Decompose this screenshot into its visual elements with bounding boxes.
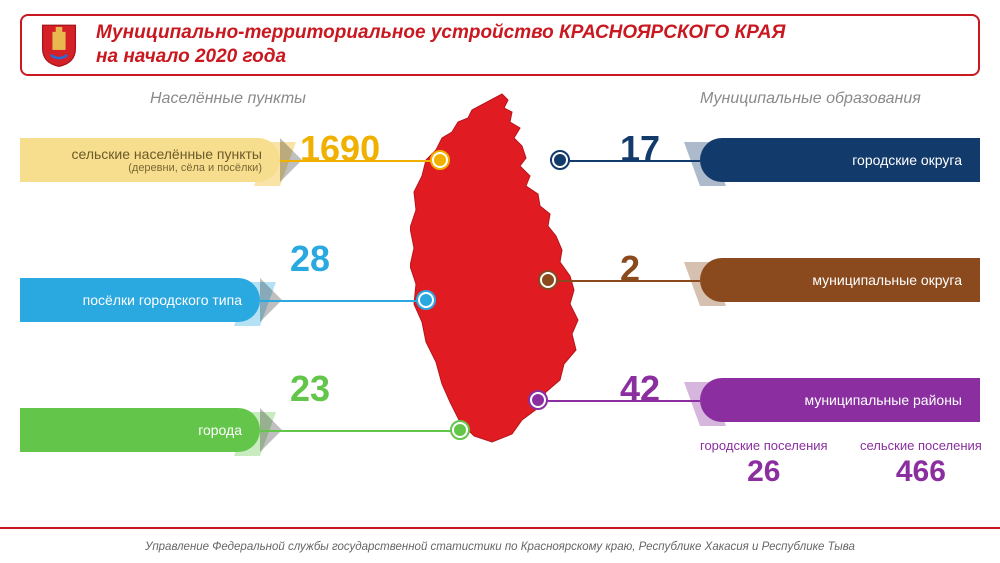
title-line1: Муниципально-территориальное устройство … bbox=[96, 22, 785, 43]
coat-of-arms-icon bbox=[36, 22, 82, 68]
connector-dot-inner bbox=[420, 294, 432, 306]
stat-value: 28 bbox=[290, 238, 330, 280]
stat-label: посёлки городского типа bbox=[83, 292, 242, 308]
title-line2: на начало 2020 года bbox=[96, 46, 286, 67]
sub-stat-value: 466 bbox=[860, 455, 982, 489]
stat-label: сельские населённые пункты bbox=[72, 146, 262, 162]
stat-value: 2 bbox=[620, 248, 640, 290]
stat-label: муниципальные округа bbox=[812, 272, 962, 288]
stat-bar: муниципальные районы bbox=[700, 378, 980, 422]
stat-label: города bbox=[198, 422, 242, 438]
sub-stat-label: сельские поселения bbox=[860, 438, 982, 453]
section-label-left: Населённые пункты bbox=[150, 90, 306, 108]
stat-value: 17 bbox=[620, 128, 660, 170]
connector-dot-inner bbox=[454, 424, 466, 436]
map-silhouette bbox=[410, 94, 578, 442]
connector-dot-inner bbox=[434, 154, 446, 166]
section-label-right: Муниципальные образования bbox=[700, 90, 921, 108]
stat-value: 42 bbox=[620, 368, 660, 410]
sub-stat: сельские поселения 466 bbox=[860, 438, 982, 489]
stat-bar: сельские населённые пункты (деревни, сёл… bbox=[20, 138, 280, 182]
page-title: Муниципально-территориальное устройство … bbox=[96, 21, 785, 69]
connector-dot-inner bbox=[542, 274, 554, 286]
stat-sublabel: (деревни, сёла и посёлки) bbox=[72, 162, 262, 174]
connector-line bbox=[260, 430, 460, 432]
connector-line bbox=[538, 400, 700, 402]
stat-value: 23 bbox=[290, 368, 330, 410]
stat-bar: городские округа bbox=[700, 138, 980, 182]
stat-label: муниципальные районы bbox=[805, 392, 962, 408]
header: Муниципально-территориальное устройство … bbox=[20, 14, 980, 76]
footer-attribution: Управление Федеральной службы государств… bbox=[0, 527, 1000, 563]
stat-value: 1690 bbox=[300, 128, 380, 170]
stat-label: городские округа bbox=[852, 152, 962, 168]
footer-text: Управление Федеральной службы государств… bbox=[145, 541, 855, 553]
connector-dot-inner bbox=[554, 154, 566, 166]
stat-bar: муниципальные округа bbox=[700, 258, 980, 302]
sub-stat: городские поселения 26 bbox=[700, 438, 828, 489]
stat-bar: города bbox=[20, 408, 260, 452]
sub-stat-label: городские поселения bbox=[700, 438, 828, 453]
connector-dot-inner bbox=[532, 394, 544, 406]
connector-line bbox=[260, 300, 426, 302]
sub-stat-value: 26 bbox=[700, 455, 828, 489]
stat-bar: посёлки городского типа bbox=[20, 278, 260, 322]
